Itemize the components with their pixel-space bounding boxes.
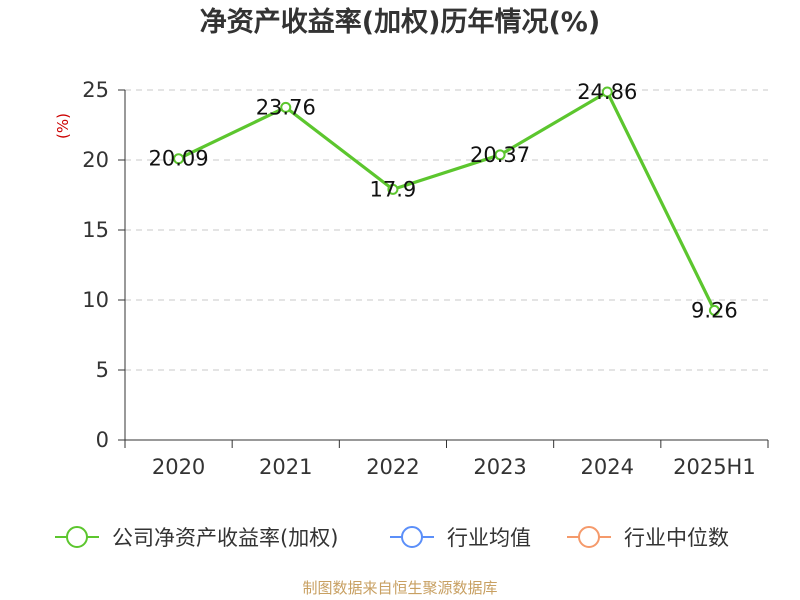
- chart-title: 净资产收益率(加权)历年情况(%): [200, 6, 600, 38]
- legend-marker: [578, 526, 600, 548]
- y-tick-label: 25: [82, 78, 109, 102]
- legend-item[interactable]: 公司净资产收益率(加权): [55, 526, 338, 550]
- source-note: 制图数据来自恒生聚源数据库: [302, 579, 497, 597]
- y-tick-label: 0: [96, 428, 109, 452]
- axes: 0 5 10 15 20 25 2020 2021 2022 2023 2024 2025H1: [82, 78, 769, 479]
- data-point[interactable]: [280, 101, 292, 113]
- y-tick-label: 10: [82, 288, 109, 312]
- data-label: 24.86: [577, 80, 637, 104]
- series-line: [177, 90, 716, 312]
- x-tick-label: 2023: [473, 455, 526, 479]
- x-tick-label: 2022: [366, 455, 419, 479]
- data-label: 20.09: [149, 147, 209, 171]
- x-tick-label: 2021: [259, 455, 312, 479]
- data-point[interactable]: [387, 183, 399, 195]
- x-tick-label: 2020: [152, 455, 205, 479]
- data-point[interactable]: [494, 149, 506, 161]
- legend[interactable]: 公司净资产收益率(加权) 行业均值 行业中位数: [55, 526, 729, 550]
- data-label: 17.9: [370, 177, 417, 201]
- data-point[interactable]: [173, 153, 185, 165]
- data-point[interactable]: [708, 304, 720, 316]
- data-label: 23.76: [256, 95, 316, 119]
- legend-marker: [66, 526, 88, 548]
- legend-marker: [401, 526, 423, 548]
- gridlines: [125, 89, 768, 371]
- data-labels: 20.09 23.76 17.9 20.37 24.86 9.26: [149, 80, 738, 322]
- legend-label: 公司净资产收益率(加权): [112, 526, 338, 550]
- data-point[interactable]: [601, 86, 613, 98]
- legend-label: 行业均值: [447, 526, 531, 550]
- y-unit-label: (%): [54, 113, 72, 139]
- data-label: 9.26: [691, 298, 738, 322]
- y-tick-label: 5: [96, 358, 109, 382]
- legend-label: 行业中位数: [624, 526, 729, 550]
- legend-item[interactable]: 行业均值: [390, 526, 531, 550]
- x-tick-label: 2025H1: [673, 455, 756, 479]
- data-label: 20.37: [470, 143, 530, 167]
- x-tick-label: 2024: [581, 455, 634, 479]
- y-tick-label: 20: [82, 148, 109, 172]
- y-tick-label: 15: [82, 218, 109, 242]
- series-layer: [173, 86, 720, 316]
- legend-item[interactable]: 行业中位数: [567, 526, 729, 550]
